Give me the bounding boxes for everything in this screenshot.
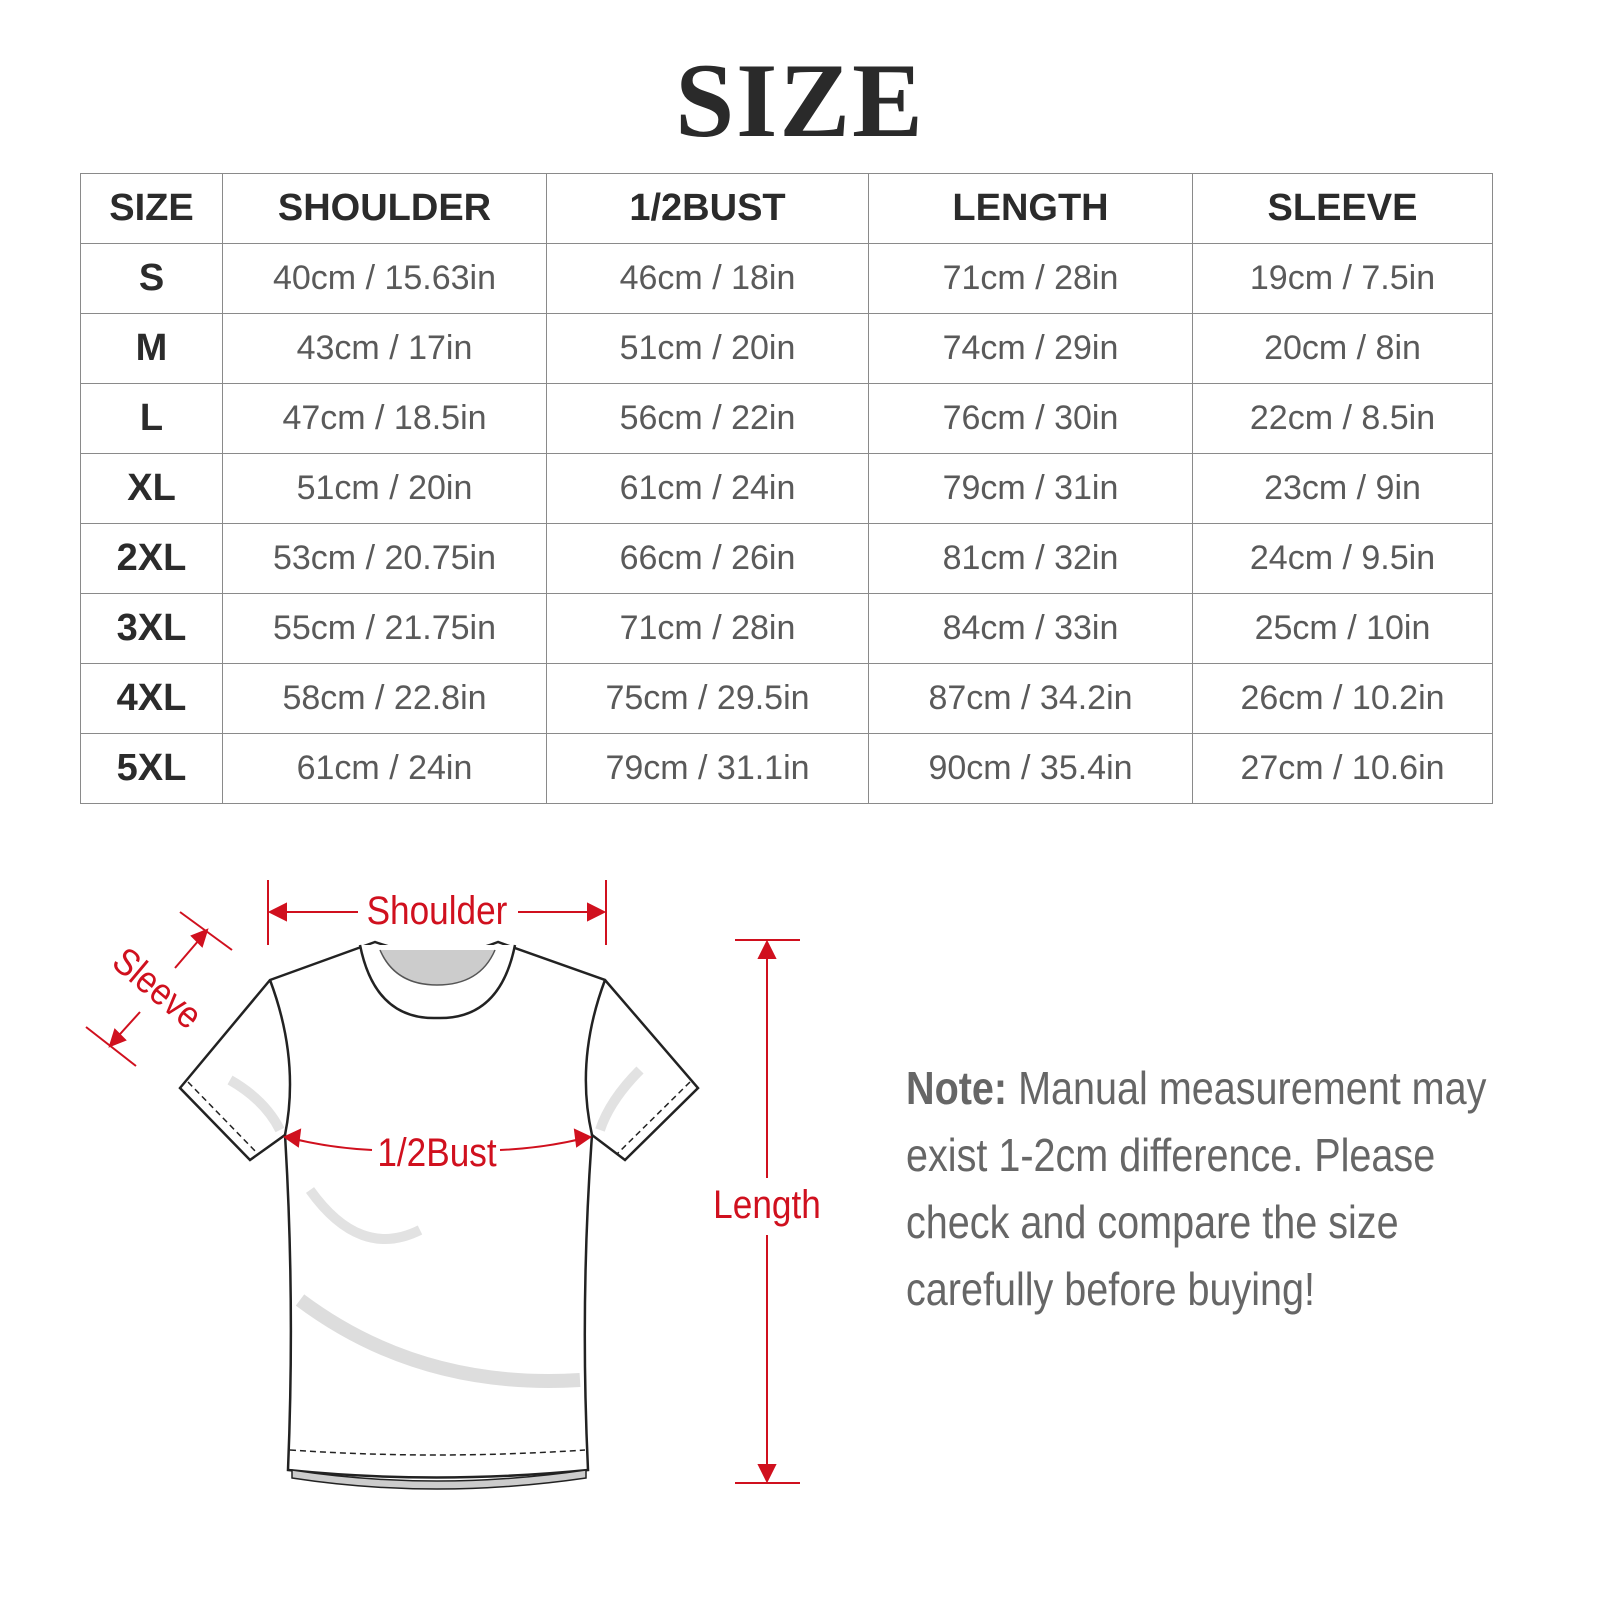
size-cell: 3XL (80, 593, 223, 664)
measurement-cell: 71cm / 28in (546, 593, 869, 664)
measurement-cell: 53cm / 20.75in (222, 523, 547, 594)
size-cell: 4XL (80, 663, 223, 734)
measurement-cell: 61cm / 24in (222, 733, 547, 804)
tshirt-illustration (178, 940, 700, 1490)
table-row: M 43cm / 17in 51cm / 20in 74cm / 29in 20cm /… (80, 313, 1493, 384)
table-row: L 47cm / 18.5in 56cm / 22in 76cm / 30in 22cm… (80, 383, 1493, 454)
table-row: 3XL 55cm / 21.75in 71cm / 28in 84cm / 33in 2… (80, 593, 1493, 664)
sleeve-label: Sleeve (105, 939, 211, 1037)
measurement-cell: 27cm / 10.6in (1192, 733, 1493, 804)
measurement-cell: 90cm / 35.4in (868, 733, 1193, 804)
table-row: S 40cm / 15.63in 46cm / 18in 71cm / 28in 19c… (80, 243, 1493, 314)
size-cell: S (80, 243, 223, 314)
measurement-cell: 40cm / 15.63in (222, 243, 547, 314)
table-row: XL 51cm / 20in 61cm / 24in 79cm / 31in 23cm … (80, 453, 1493, 524)
measurement-cell: 20cm / 8in (1192, 313, 1493, 384)
measurement-cell: 58cm / 22.8in (222, 663, 547, 734)
size-cell: 5XL (80, 733, 223, 804)
measurement-cell: 22cm / 8.5in (1192, 383, 1493, 454)
shoulder-label: Shoulder (367, 888, 508, 933)
measurement-cell: 24cm / 9.5in (1192, 523, 1493, 594)
measurement-cell: 26cm / 10.2in (1192, 663, 1493, 734)
table-header-row: SIZE SHOULDER 1/2BUST LENGTH SLEEVE (80, 173, 1493, 244)
note-text: Manual measurement may exist 1-2cm diffe… (906, 1062, 1487, 1315)
bust-label: 1/2Bust (377, 1130, 497, 1175)
measurement-cell: 47cm / 18.5in (222, 383, 547, 454)
measurement-cell: 46cm / 18in (546, 243, 869, 314)
measurement-note: Note: Manual measurement may exist 1-2cm… (906, 1055, 1508, 1323)
measurement-cell: 23cm / 9in (1192, 453, 1493, 524)
note-label: Note: (906, 1062, 1008, 1114)
measurement-cell: 51cm / 20in (222, 453, 547, 524)
size-cell: XL (80, 453, 223, 524)
measurement-cell: 43cm / 17in (222, 313, 547, 384)
measurement-cell: 25cm / 10in (1192, 593, 1493, 664)
column-header: LENGTH (868, 173, 1193, 244)
measurement-cell: 55cm / 21.75in (222, 593, 547, 664)
table-row: 2XL 53cm / 20.75in 66cm / 26in 81cm / 32in 2… (80, 523, 1493, 594)
size-cell: M (80, 313, 223, 384)
size-cell: 2XL (80, 523, 223, 594)
table-row: 5XL 61cm / 24in 79cm / 31.1in 90cm / 35.4in… (80, 733, 1493, 804)
column-header: SIZE (80, 173, 223, 244)
size-cell: L (80, 383, 223, 454)
measurement-cell: 81cm / 32in (868, 523, 1193, 594)
column-header: SHOULDER (222, 173, 547, 244)
measurement-cell: 51cm / 20in (546, 313, 869, 384)
measurement-cell: 76cm / 30in (868, 383, 1193, 454)
measurement-cell: 79cm / 31.1in (546, 733, 869, 804)
measurement-cell: 56cm / 22in (546, 383, 869, 454)
length-label: Length (713, 1182, 821, 1227)
measurement-cell: 71cm / 28in (868, 243, 1193, 314)
measurement-cell: 66cm / 26in (546, 523, 869, 594)
measurement-cell: 75cm / 29.5in (546, 663, 869, 734)
measurement-cell: 74cm / 29in (868, 313, 1193, 384)
measurement-cell: 87cm / 34.2in (868, 663, 1193, 734)
measurement-cell: 61cm / 24in (546, 453, 869, 524)
measurement-cell: 84cm / 33in (868, 593, 1193, 664)
column-header: 1/2BUST (546, 173, 869, 244)
measurement-cell: 19cm / 7.5in (1192, 243, 1493, 314)
measurement-arrows (85, 880, 800, 1484)
table-row: 4XL 58cm / 22.8in 75cm / 29.5in 87cm / 34.2… (80, 663, 1493, 734)
tshirt-measurement-diagram: Shoulder Sleeve 1/2Bust Length (85, 880, 821, 1490)
size-table: SIZE SHOULDER 1/2BUST LENGTH SLEEVE S 40cm / … (80, 173, 1493, 804)
measurement-cell: 79cm / 31in (868, 453, 1193, 524)
page-title: SIZE (675, 42, 925, 159)
column-header: SLEEVE (1192, 173, 1493, 244)
